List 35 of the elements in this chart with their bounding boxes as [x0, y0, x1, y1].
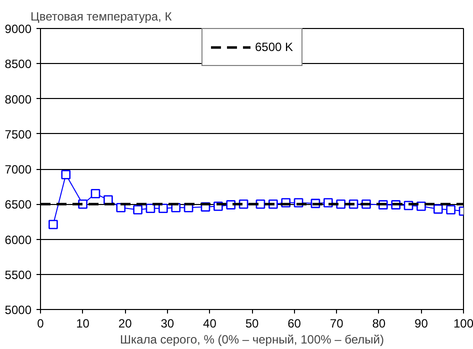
x-tick-label: 80: [372, 316, 386, 330]
point: [48, 220, 58, 230]
point: [61, 170, 71, 180]
y-tick-label: 8000: [4, 92, 32, 106]
x-tick-label: 30: [160, 316, 174, 330]
x-tick-label: 90: [414, 316, 428, 330]
y-tick-label: 5500: [4, 268, 32, 282]
point: [433, 204, 443, 214]
point: [226, 200, 236, 210]
point: [133, 205, 142, 214]
point: [90, 188, 100, 198]
x-tick-label: 40: [203, 316, 217, 330]
y-axis-title: Цветовая температура, К: [30, 10, 172, 24]
point: [146, 204, 156, 213]
y-tick-label: 6500: [4, 198, 32, 212]
y-tick-label: 5000: [4, 303, 32, 317]
point: [256, 199, 266, 209]
y-tick-label: 6000: [4, 232, 32, 247]
point: [158, 204, 168, 213]
y-tick-label: 7500: [4, 127, 32, 142]
x-tick-label: 100: [453, 316, 473, 330]
x-tick-label: 70: [330, 316, 344, 330]
legend-label: 6500 K: [254, 40, 294, 54]
x-tick-label: 0: [37, 316, 44, 330]
x-tick-label: 20: [118, 316, 132, 330]
x-tick-label: 10: [76, 316, 90, 330]
point: [446, 205, 456, 214]
y-tick-label: 7000: [4, 162, 32, 176]
point: [336, 199, 346, 209]
x-tick-label: 50: [245, 316, 259, 330]
point: [416, 202, 426, 211]
x-axis-title: Шкала серого, % (0% – черный, 100% – белый): [120, 332, 384, 346]
y-tick-label: 9000: [4, 22, 32, 36]
y-tick-label: 8500: [4, 57, 32, 72]
x-tick-label: 60: [288, 316, 302, 330]
